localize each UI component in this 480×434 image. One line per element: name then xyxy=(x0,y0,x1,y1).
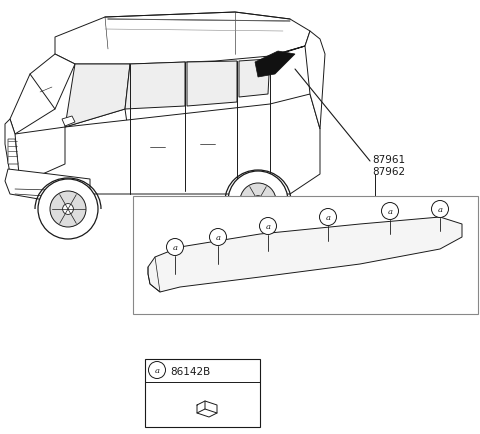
Text: a: a xyxy=(437,206,443,214)
Text: a: a xyxy=(325,214,331,221)
Polygon shape xyxy=(239,47,305,98)
Polygon shape xyxy=(10,110,130,190)
Text: 86142B: 86142B xyxy=(170,366,210,376)
Polygon shape xyxy=(5,170,90,201)
Circle shape xyxy=(148,362,166,378)
Circle shape xyxy=(167,239,183,256)
Circle shape xyxy=(209,229,227,246)
Circle shape xyxy=(252,196,264,207)
Circle shape xyxy=(62,204,73,215)
Bar xyxy=(133,197,478,314)
Polygon shape xyxy=(8,140,18,164)
Polygon shape xyxy=(305,32,325,130)
Polygon shape xyxy=(148,217,462,293)
Circle shape xyxy=(38,180,98,240)
Circle shape xyxy=(432,201,448,218)
Text: a: a xyxy=(265,223,271,230)
Circle shape xyxy=(260,218,276,235)
Polygon shape xyxy=(55,13,310,65)
Circle shape xyxy=(382,203,398,220)
Circle shape xyxy=(320,209,336,226)
Polygon shape xyxy=(20,95,320,200)
Polygon shape xyxy=(187,62,237,107)
Text: a: a xyxy=(155,366,159,374)
Circle shape xyxy=(240,184,276,220)
Polygon shape xyxy=(65,65,130,128)
Text: a: a xyxy=(172,243,178,251)
Polygon shape xyxy=(10,55,75,135)
Polygon shape xyxy=(125,63,185,110)
Text: 87961
87962: 87961 87962 xyxy=(372,155,405,177)
Polygon shape xyxy=(255,52,295,78)
Bar xyxy=(145,359,260,427)
Circle shape xyxy=(50,191,86,227)
Circle shape xyxy=(228,171,288,231)
Text: a: a xyxy=(216,233,220,241)
Text: a: a xyxy=(387,207,393,216)
Polygon shape xyxy=(5,120,20,184)
Polygon shape xyxy=(62,117,75,127)
